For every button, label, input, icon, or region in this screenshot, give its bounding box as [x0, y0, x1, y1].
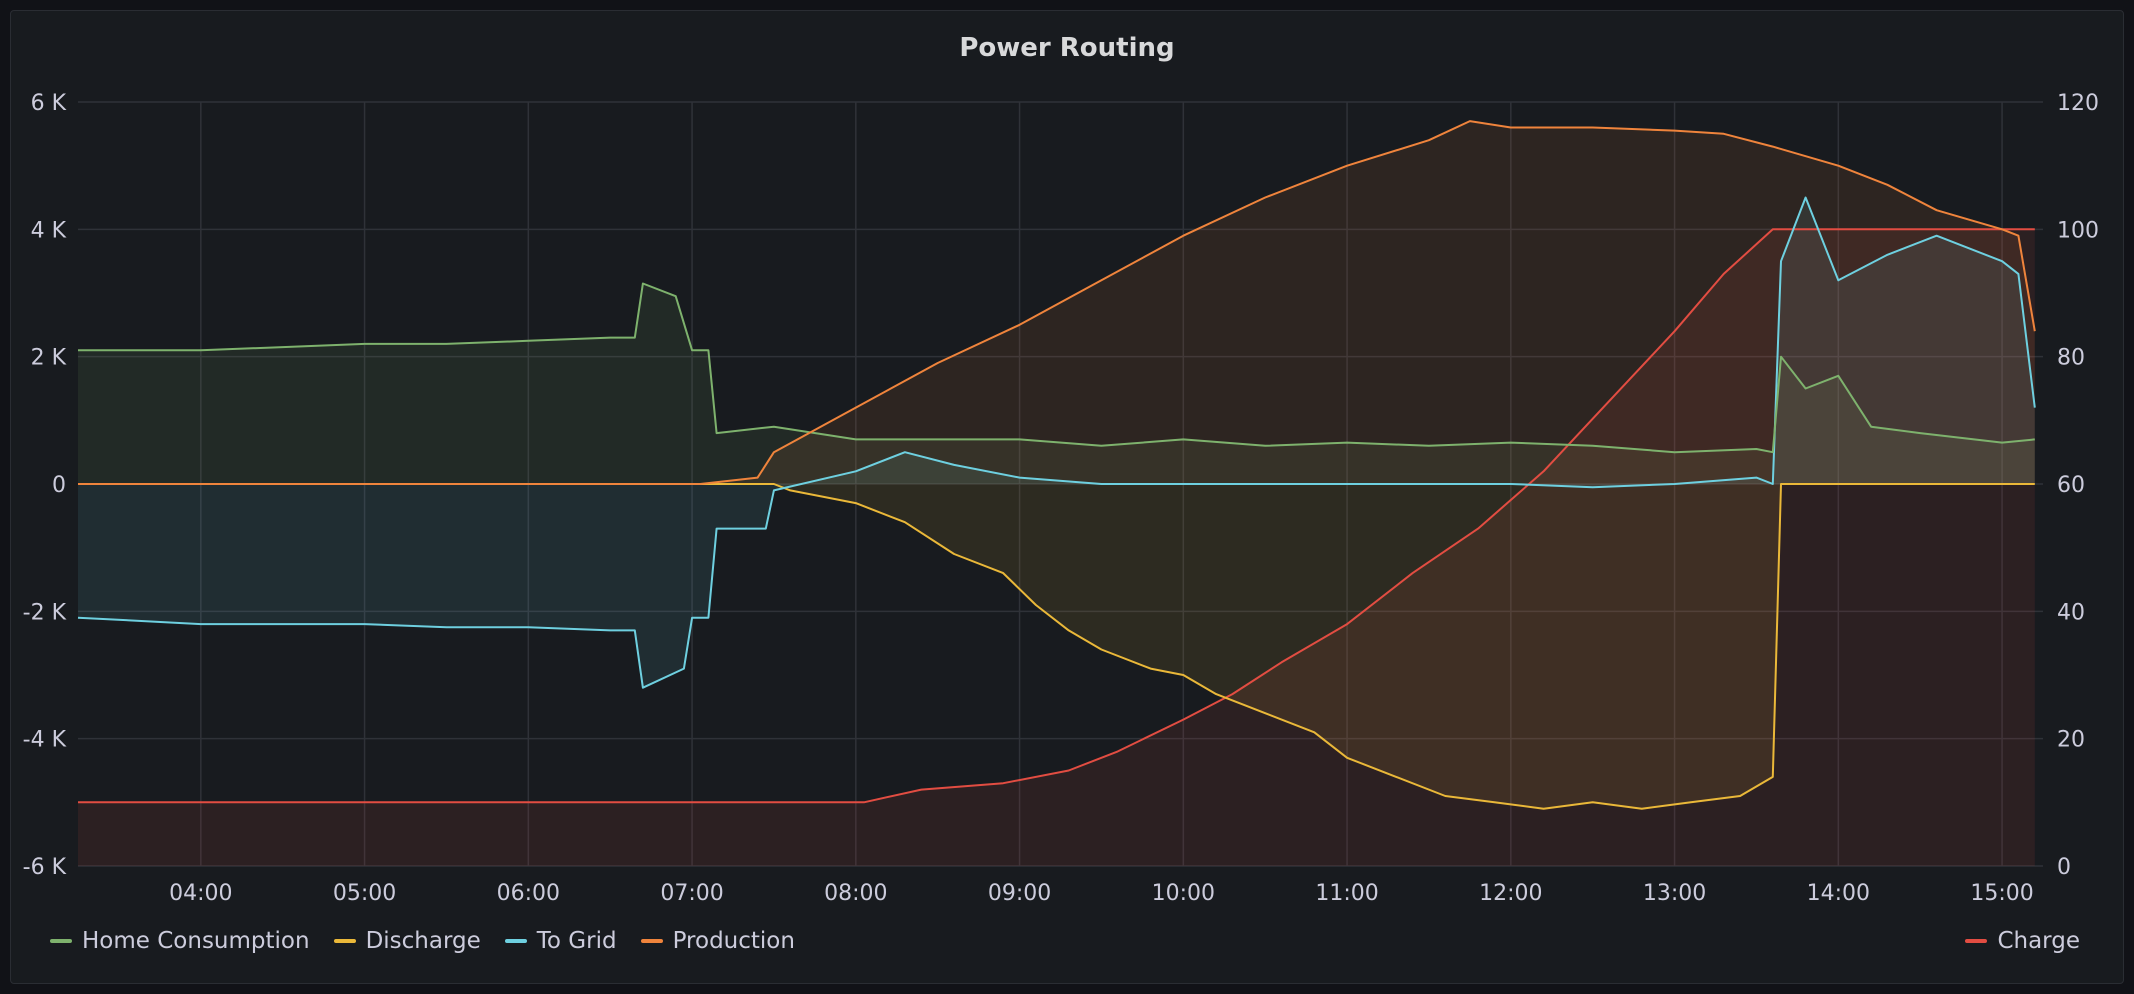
y-axis-right: 120 100 80 60 40 20 0 — [2057, 91, 2099, 880]
x-tick-label: 15:00 — [1970, 881, 2033, 906]
series-lines — [77, 120, 2036, 810]
legend-item-to-grid[interactable]: To Grid — [504, 928, 617, 954]
x-tick-label: 10:00 — [1152, 881, 1215, 906]
x-axis: 04:00 05:00 06:00 07:00 08:00 09:00 10:00 11:00… — [169, 881, 2034, 906]
legend-item-discharge[interactable]: Discharge — [333, 928, 481, 954]
y-left-tick-label: -4 K — [23, 728, 67, 753]
legend-item-charge[interactable]: Charge — [1965, 928, 2080, 954]
series-fill-discharge — [78, 484, 2035, 809]
y-right-tick-label: 80 — [2057, 346, 2085, 371]
legend-swatch — [1965, 939, 1988, 943]
legend-label: To Grid — [536, 928, 617, 954]
legend-left: Home Consumption Discharge To Grid Producti… — [50, 928, 819, 954]
legend-item-production[interactable]: Production — [640, 928, 795, 954]
chart-panel: Power Routing — [10, 10, 2124, 984]
x-tick-label: 09:00 — [988, 881, 1051, 906]
x-tick-label: 11:00 — [1315, 881, 1378, 906]
y-right-tick-label: 20 — [2057, 728, 2085, 753]
series-line-charge — [78, 228, 2035, 804]
legend-label: Production — [672, 928, 795, 954]
y-axis-left: 6 K 4 K 2 K 0 -2 K -4 K -6 K — [23, 91, 67, 880]
legend-swatch — [50, 939, 72, 943]
series-fill-home-consumption — [78, 283, 2035, 484]
y-left-tick-label: -6 K — [23, 855, 67, 880]
y-right-tick-label: 60 — [2057, 473, 2085, 498]
series-line-to-grid — [77, 196, 2036, 689]
series-line-production — [78, 120, 2036, 485]
series-fill-charge — [78, 229, 2035, 867]
series-line-discharge — [78, 483, 2035, 810]
y-left-tick-label: 6 K — [31, 91, 67, 116]
series-fills — [78, 121, 2035, 867]
y-right-tick-label: 120 — [2057, 91, 2099, 116]
y-left-tick-label: 0 — [52, 473, 66, 498]
series-fill-production — [78, 121, 2035, 484]
legend-swatch — [640, 939, 663, 943]
legend-label: Discharge — [365, 928, 481, 954]
legend-label: Charge — [1997, 928, 2080, 954]
y-right-tick-label: 0 — [2057, 855, 2071, 880]
y-left-tick-label: 4 K — [31, 218, 67, 243]
x-tick-label: 04:00 — [169, 881, 232, 906]
x-tick-label: 13:00 — [1643, 881, 1706, 906]
y-left-tick-label: 2 K — [31, 346, 67, 371]
legend-right: Charge — [1965, 928, 2104, 954]
x-tick-label: 12:00 — [1479, 881, 1542, 906]
x-tick-label: 14:00 — [1807, 881, 1870, 906]
x-tick-label: 05:00 — [333, 881, 396, 906]
series-fill-to-grid — [78, 197, 2035, 688]
x-tick-label: 08:00 — [824, 881, 887, 906]
y-right-tick-label: 100 — [2057, 218, 2099, 243]
legend-label: Home Consumption — [82, 928, 310, 954]
legend-item-home-consumption[interactable]: Home Consumption — [50, 928, 310, 954]
x-tick-label: 06:00 — [497, 881, 560, 906]
legend-swatch — [333, 939, 356, 943]
legend-swatch — [504, 939, 527, 943]
series-line-home-consumption — [78, 282, 2035, 454]
x-tick-label: 07:00 — [660, 881, 723, 906]
y-left-tick-label: -2 K — [23, 600, 67, 625]
chart-title: Power Routing — [959, 33, 1175, 63]
y-right-tick-label: 40 — [2057, 600, 2085, 625]
